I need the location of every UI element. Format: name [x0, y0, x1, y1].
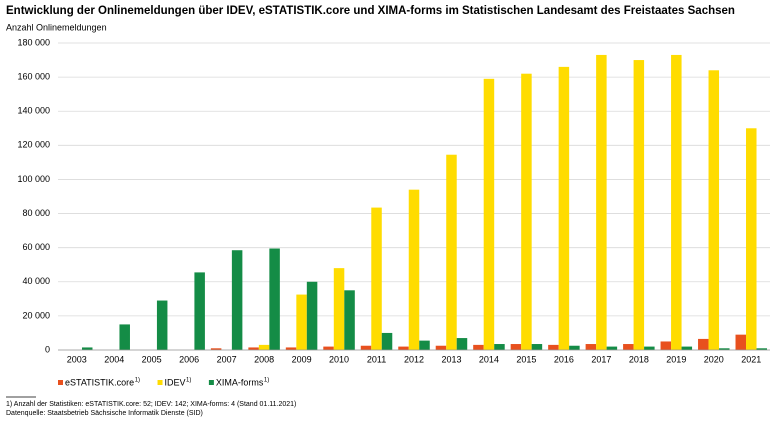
- x-tick-label: 2021: [741, 354, 761, 364]
- x-tick-label: 2012: [404, 354, 424, 364]
- bar: [569, 345, 580, 350]
- x-tick-label: 2010: [329, 354, 349, 364]
- y-tick-label: 100 000: [17, 174, 50, 184]
- bar: [548, 344, 559, 350]
- bar: [558, 66, 570, 350]
- bar: [473, 344, 484, 350]
- bar: [483, 78, 495, 351]
- y-tick-label: 140 000: [17, 106, 50, 116]
- bar: [306, 281, 318, 350]
- legend-swatch: [157, 380, 163, 385]
- bar: [231, 250, 243, 350]
- y-tick-label: 160 000: [17, 71, 50, 81]
- bar: [585, 344, 597, 350]
- bar: [81, 347, 93, 350]
- bar: [381, 332, 393, 350]
- bar: [344, 290, 355, 350]
- bar: [681, 346, 693, 350]
- x-tick-label: 2015: [516, 354, 536, 364]
- bar: [623, 344, 634, 350]
- y-tick-label: 180 000: [17, 37, 50, 47]
- y-tick-label: 120 000: [17, 140, 50, 150]
- bar: [531, 344, 543, 350]
- bar: [644, 346, 655, 350]
- legend-note: 1): [186, 378, 191, 384]
- x-tick-label: 2011: [367, 354, 386, 364]
- bar: [494, 344, 505, 350]
- y-tick-label: 80 000: [22, 208, 50, 218]
- x-tick-label: 2017: [591, 354, 611, 364]
- x-tick-label: 2003: [67, 354, 87, 364]
- bar: [719, 348, 730, 350]
- legend-note: 1): [264, 378, 269, 384]
- x-tick-label: 2020: [704, 354, 724, 364]
- bar: [419, 340, 430, 350]
- bar: [258, 344, 270, 350]
- bar: [698, 338, 709, 350]
- bar: [596, 54, 607, 350]
- bar: [510, 344, 522, 350]
- x-tick-label: 2004: [104, 354, 124, 364]
- bar: [269, 248, 280, 350]
- bar: [521, 73, 532, 350]
- x-tick-label: 2014: [479, 354, 499, 364]
- bar: [210, 348, 222, 350]
- bar: [446, 154, 457, 350]
- bar: [119, 324, 130, 350]
- bar: [248, 347, 259, 350]
- bar: [285, 347, 297, 350]
- bar: [735, 334, 747, 350]
- x-tick-label: 2016: [554, 354, 574, 364]
- bar: [371, 207, 382, 350]
- legend-swatch: [58, 380, 63, 385]
- x-tick-label: 2008: [254, 354, 274, 364]
- bar: [398, 346, 409, 350]
- bar: [660, 341, 672, 350]
- legend-label: eSTATISTIK.core: [65, 377, 134, 387]
- footnote: Datenquelle: Staatsbetrieb Sächsische In…: [6, 410, 203, 417]
- bar: [435, 345, 447, 350]
- bar: [408, 189, 420, 350]
- x-tick-label: 2005: [142, 354, 162, 364]
- legend-swatch: [208, 380, 214, 385]
- footnote: 1) Anzahl der Statistiken: eSTATISTIK.co…: [6, 401, 296, 408]
- y-tick-label: 0: [45, 344, 50, 354]
- bar: [633, 60, 645, 351]
- bar: [671, 54, 682, 350]
- y-tick-label: 20 000: [22, 310, 50, 320]
- bar: [360, 345, 372, 350]
- bar: [156, 300, 168, 350]
- bar: [606, 346, 618, 350]
- chart-title: Entwicklung der Onlinemeldungen über IDE…: [6, 5, 735, 17]
- x-tick-label: 2013: [441, 354, 461, 364]
- x-tick-label: 2006: [179, 354, 199, 364]
- x-tick-label: 2019: [666, 354, 686, 364]
- bar: [296, 294, 307, 350]
- bar: [708, 70, 720, 351]
- bar: [333, 268, 345, 350]
- bar: [456, 338, 468, 350]
- legend-note: 1): [135, 378, 140, 384]
- legend-label: XIMA-forms: [216, 377, 264, 387]
- x-tick-label: 2018: [629, 354, 649, 364]
- bar: [746, 128, 757, 350]
- bar: [323, 346, 334, 350]
- x-tick-label: 2007: [217, 354, 237, 364]
- y-tick-label: 60 000: [22, 242, 50, 252]
- y-tick-label: 40 000: [22, 276, 50, 286]
- bar: [756, 348, 768, 350]
- y-axis-label: Anzahl Onlinemeldungen: [6, 22, 107, 32]
- bar: [194, 272, 205, 350]
- legend-label: IDEV: [165, 377, 186, 387]
- x-tick-label: 2009: [292, 354, 312, 364]
